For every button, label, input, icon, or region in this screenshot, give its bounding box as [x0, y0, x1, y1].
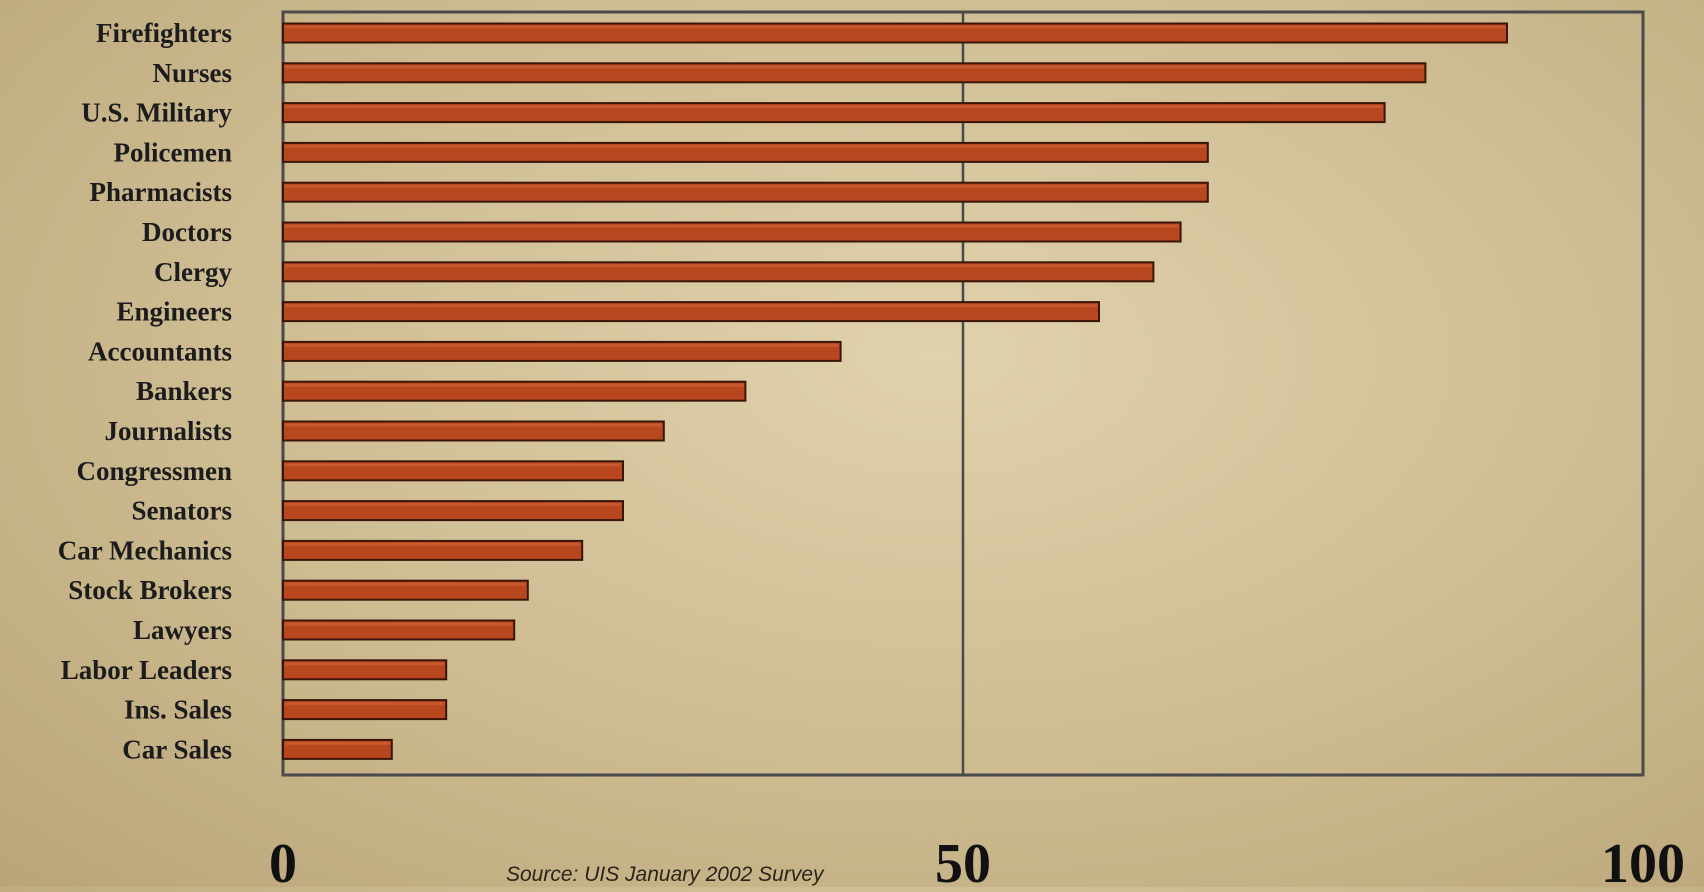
x-tick-label: 100: [1601, 833, 1685, 887]
category-label: Pharmacists: [90, 177, 232, 207]
x-tick-label: 0: [269, 833, 297, 887]
bar-highlight: [285, 702, 445, 706]
category-label: Stock Brokers: [68, 575, 232, 605]
bar-highlight: [285, 383, 744, 387]
category-label: Lawyers: [133, 615, 232, 645]
category-label: Journalists: [104, 416, 232, 446]
bar-highlight: [285, 65, 1424, 69]
category-label: U.S. Military: [81, 98, 232, 128]
bar-highlight: [285, 224, 1179, 228]
bar-highlight: [285, 662, 445, 666]
bar-highlight: [285, 304, 1097, 308]
category-label: Engineers: [116, 297, 232, 327]
category-label: Clergy: [154, 257, 232, 287]
bar-highlight: [285, 25, 1505, 29]
category-label: Labor Leaders: [61, 655, 232, 685]
bar-highlight: [285, 184, 1206, 188]
bar-highlight: [285, 343, 839, 347]
category-label: Accountants: [88, 336, 232, 366]
bar-highlight: [285, 582, 526, 586]
category-label: Doctors: [142, 217, 232, 247]
bar-highlight: [285, 503, 621, 507]
category-label: Car Mechanics: [58, 535, 232, 565]
bar-highlight: [285, 463, 621, 467]
bar-highlight: [285, 144, 1206, 148]
category-label: Senators: [132, 496, 233, 526]
bar-highlight: [285, 542, 581, 546]
bar-highlight: [285, 105, 1383, 109]
category-label: Firefighters: [96, 18, 232, 48]
source-note: Source: UIS January 2002 Survey: [506, 863, 824, 886]
bar-highlight: [285, 741, 390, 745]
category-label: Ins. Sales: [124, 695, 232, 725]
category-label: Congressmen: [76, 456, 232, 486]
category-label: Car Sales: [122, 734, 232, 764]
x-tick-label: 50: [935, 833, 991, 887]
bar-highlight: [285, 423, 662, 427]
category-label: Policemen: [114, 137, 232, 167]
category-label: Bankers: [136, 376, 232, 406]
category-label: Nurses: [153, 58, 233, 88]
bar-highlight: [285, 622, 513, 626]
bar-highlight: [285, 264, 1152, 268]
